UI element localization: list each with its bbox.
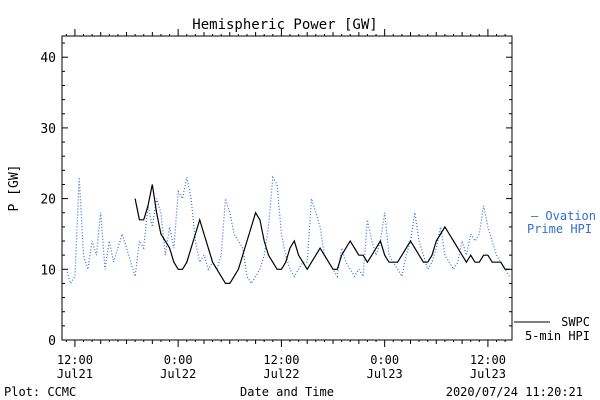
legend-ovation-line1: — Ovation: [531, 209, 596, 223]
y-tick-label: 40: [40, 51, 56, 66]
x-tick-label-time: 12:00: [263, 353, 299, 367]
x-tick-label-time: 12:00: [57, 353, 93, 367]
x-axis-label: Date and Time: [240, 385, 334, 399]
legend-swpc-line2: 5-min HPI: [525, 329, 590, 343]
x-tick-label-time: 0:00: [370, 353, 399, 367]
series-group: [65, 175, 510, 285]
series-line-swpc: [134, 184, 510, 284]
y-axis: 0 10 20 30 40: [40, 42, 512, 349]
x-tick-label-date: Jul23: [470, 367, 506, 381]
legend-swpc-line1: SWPC: [561, 315, 590, 329]
plot-source-label: Plot: CCMC: [4, 385, 76, 399]
x-tick-label-date: Jul22: [160, 367, 196, 381]
y-axis-label: P [GW]: [7, 165, 22, 212]
chart-title: Hemispheric Power [GW]: [192, 17, 377, 33]
x-tick-label-time: 0:00: [164, 353, 193, 367]
x-tick-label-time: 12:00: [470, 353, 506, 367]
x-tick-label-date: Jul22: [263, 367, 299, 381]
y-tick-label: 10: [40, 263, 56, 278]
y-tick-label: 0: [48, 334, 56, 349]
legend-ovation-line2: Prime HPI: [527, 222, 592, 236]
x-tick-label-date: Jul21: [57, 367, 93, 381]
y-tick-label: 30: [40, 122, 56, 137]
series-line-ovation: [65, 175, 510, 285]
x-axis: 12:00Jul210:00Jul2212:00Jul220:00Jul2312…: [57, 29, 506, 381]
y-tick-label: 20: [40, 193, 56, 208]
timestamp-label: 2020/07/24 11:20:21: [446, 385, 583, 399]
x-tick-label-date: Jul23: [367, 367, 403, 381]
plot-area-frame: [61, 35, 513, 341]
